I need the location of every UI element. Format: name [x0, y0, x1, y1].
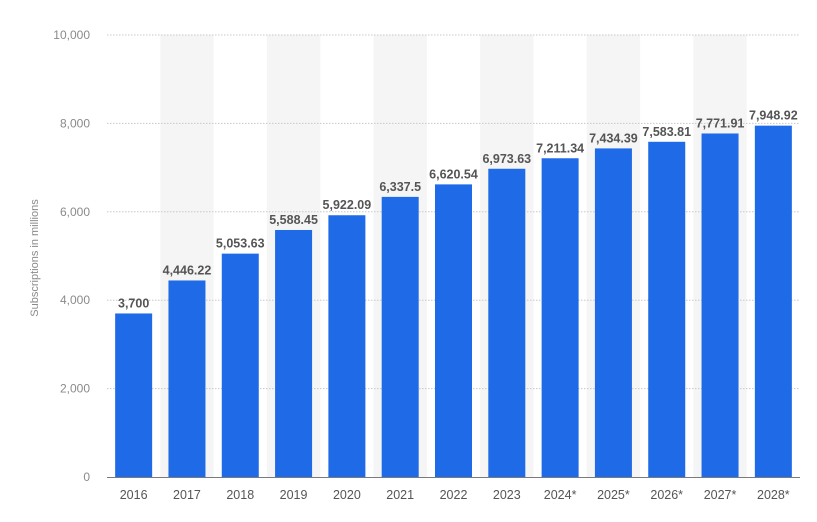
x-tick-label: 2024* [544, 488, 577, 502]
bar[interactable] [168, 280, 206, 477]
x-tick-label: 2020 [333, 488, 361, 502]
y-tick-label: 4,000 [60, 293, 90, 307]
data-label: 7,211.34 [536, 141, 584, 155]
data-label: 3,700 [118, 296, 149, 310]
data-label: 5,053.63 [216, 237, 265, 251]
bar[interactable] [381, 196, 419, 477]
data-label: 7,434.39 [589, 131, 638, 145]
data-label: 7,583.81 [642, 125, 691, 139]
x-tick-label: 2017 [173, 488, 201, 502]
data-label: 6,620.54 [429, 167, 478, 181]
y-tick-label: 2,000 [60, 382, 90, 396]
y-axis-ticks: 0 2,000 4,000 6,000 8,000 10,000 [53, 28, 90, 484]
x-tick-label: 2021 [386, 488, 414, 502]
data-label: 6,973.63 [482, 152, 531, 166]
data-label: 5,588.45 [269, 213, 318, 227]
y-tick-label: 8,000 [60, 116, 90, 130]
x-tick-label: 2028* [757, 488, 790, 502]
x-tick-label: 2022 [440, 488, 468, 502]
bar[interactable] [594, 148, 632, 477]
data-label: 6,337.5 [379, 180, 421, 194]
x-tick-label: 2026* [650, 488, 683, 502]
bar[interactable] [275, 229, 313, 477]
y-axis-title: Subscriptions in millions [29, 199, 41, 317]
bar[interactable] [115, 313, 153, 477]
bar[interactable] [701, 133, 739, 478]
bar[interactable] [435, 184, 472, 477]
x-tick-label: 2025* [597, 488, 630, 502]
bar[interactable] [648, 141, 686, 477]
bar[interactable] [328, 215, 366, 477]
x-tick-label: 2023 [493, 488, 521, 502]
x-tick-label: 2018 [226, 488, 254, 502]
data-labels: 3,700 4,446.22 5,053.63 5,588.45 5,922.09 6,3… [118, 109, 798, 311]
data-label: 5,922.09 [323, 198, 372, 212]
y-tick-label: 6,000 [60, 205, 90, 219]
bars [115, 125, 792, 478]
x-tick-label: 2019 [280, 488, 308, 502]
x-axis-ticks: 2016 2017 2018 2019 2020 2021 2022 2023 2024* 202… [120, 488, 790, 502]
y-tick-label: 10,000 [53, 28, 90, 42]
bar[interactable] [221, 253, 259, 477]
data-label: 4,446.22 [163, 263, 212, 277]
data-label: 7,948.92 [749, 109, 798, 123]
data-label: 7,771.91 [696, 116, 745, 130]
bar[interactable] [754, 125, 792, 477]
y-tick-label: 0 [83, 470, 90, 484]
x-tick-label: 2027* [704, 488, 737, 502]
bar[interactable] [488, 168, 526, 477]
x-tick-label: 2016 [120, 488, 148, 502]
bar[interactable] [541, 158, 579, 477]
